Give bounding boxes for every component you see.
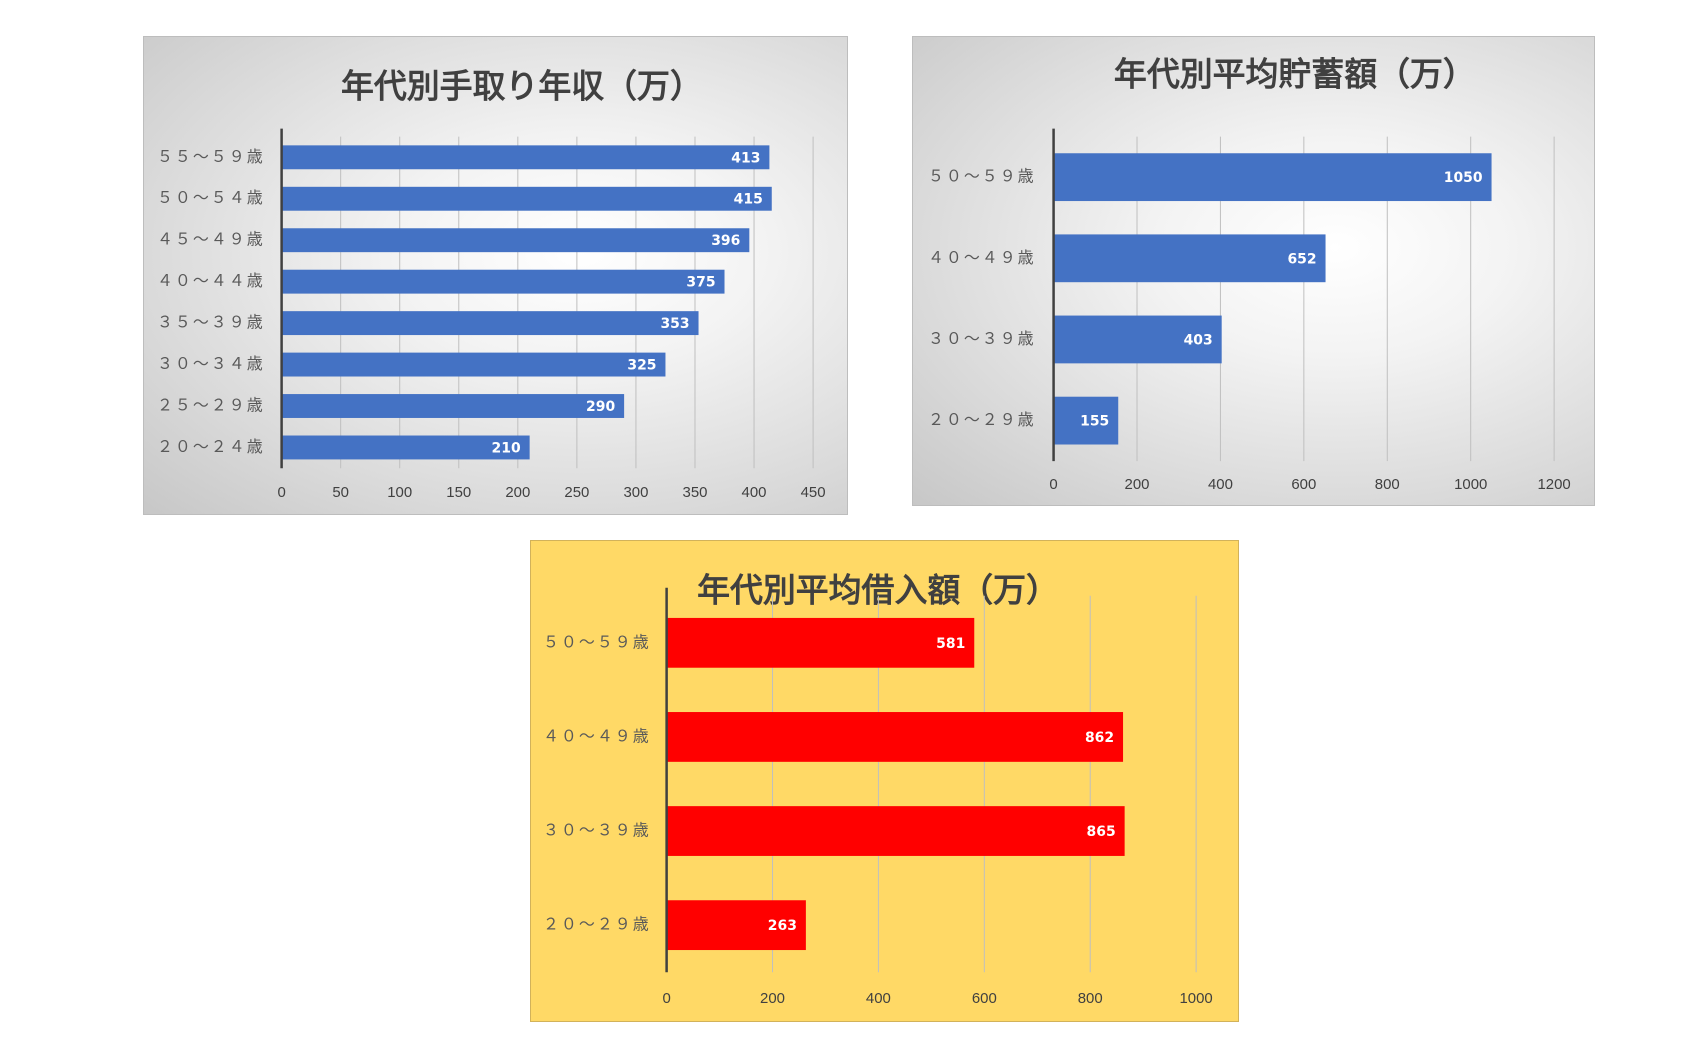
income-category-label: ３５～３９歳 bbox=[157, 313, 265, 332]
savings-category-label: ４０～４９歳 bbox=[928, 248, 1036, 267]
debt-category-label: ３０～３９歳 bbox=[543, 821, 651, 840]
debt-category-label: ２０～２９歳 bbox=[543, 915, 651, 934]
income-category-label: ５５～５９歳 bbox=[157, 147, 265, 166]
savings-category-label: ５０～５９歳 bbox=[928, 167, 1036, 186]
income-x-tick-label: 350 bbox=[683, 484, 708, 501]
debt-data-label: 865 bbox=[1087, 824, 1116, 840]
income-data-label: 290 bbox=[586, 399, 615, 415]
income-x-tick-label: 300 bbox=[623, 484, 648, 501]
income-data-label: 375 bbox=[686, 275, 715, 291]
debt-category-label: ４０～４９歳 bbox=[543, 726, 651, 745]
income-x-tick-label: 200 bbox=[505, 484, 530, 501]
savings-chart-svg: 年代別平均貯蓄額（万） 0 200 400 600 800 1000 1200 ５０～５９歳 10… bbox=[928, 54, 1571, 493]
income-bar bbox=[281, 435, 530, 460]
income-category-label: ２５～２９歳 bbox=[157, 396, 265, 415]
savings-x-tick-label: 1000 bbox=[1454, 476, 1487, 493]
income-x-tick-label: 450 bbox=[801, 484, 826, 501]
debt-bar bbox=[666, 712, 1124, 762]
savings-data-label: 155 bbox=[1080, 414, 1109, 430]
income-bar bbox=[281, 394, 625, 418]
income-x-tick-label: 150 bbox=[446, 484, 471, 501]
income-bar bbox=[281, 311, 699, 336]
debt-chart: 年代別平均借入額（万） 0 200 400 600 800 1000 ５０～５９歳 581 ４０～… bbox=[530, 540, 1239, 1022]
income-bar bbox=[281, 352, 666, 377]
income-category-label: ４０～４４歳 bbox=[157, 271, 265, 290]
income-chart: 年代別手取り年収（万） 0 50 100 150 200 250 300 350 400 450 ５５… bbox=[143, 36, 848, 515]
income-category-label: ４５～４９歳 bbox=[157, 230, 265, 249]
income-data-label: 415 bbox=[734, 192, 763, 208]
debt-x-tick-label: 400 bbox=[866, 990, 891, 1007]
debt-x-tick-label: 600 bbox=[972, 990, 997, 1007]
income-bar bbox=[281, 228, 750, 253]
income-category-label: ３０～３４歳 bbox=[157, 354, 265, 373]
debt-bar bbox=[666, 617, 975, 668]
debt-data-label: 263 bbox=[768, 918, 797, 934]
savings-x-tick-label: 0 bbox=[1049, 476, 1057, 493]
debt-category-label: ５０～５９歳 bbox=[543, 632, 651, 651]
income-data-label: 413 bbox=[731, 150, 760, 166]
income-x-tick-label: 250 bbox=[564, 484, 589, 501]
debt-x-tick-label: 1000 bbox=[1179, 990, 1212, 1007]
income-chart-svg: 年代別手取り年収（万） 0 50 100 150 200 250 300 350 400 450 ５５… bbox=[157, 66, 826, 501]
income-bar bbox=[281, 145, 770, 170]
debt-x-tick-label: 200 bbox=[760, 990, 785, 1007]
savings-chart: 年代別平均貯蓄額（万） 0 200 400 600 800 1000 1200 ５０～５９歳 10… bbox=[912, 36, 1595, 506]
income-x-tick-label: 50 bbox=[332, 484, 349, 501]
income-data-label: 353 bbox=[660, 316, 689, 332]
debt-x-tick-label: 800 bbox=[1078, 990, 1103, 1007]
income-category-label: ５０～５４歳 bbox=[157, 188, 265, 207]
income-chart-title: 年代別手取り年収（万） bbox=[341, 66, 703, 105]
savings-category-label: ３０～３９歳 bbox=[928, 329, 1036, 348]
income-category-label: ２０～２４歳 bbox=[157, 437, 265, 456]
savings-data-label: 1050 bbox=[1444, 170, 1483, 186]
savings-x-tick-label: 800 bbox=[1375, 476, 1400, 493]
income-bar bbox=[281, 269, 725, 294]
income-data-label: 210 bbox=[492, 440, 521, 456]
income-x-tick-label: 100 bbox=[387, 484, 412, 501]
savings-x-tick-label: 200 bbox=[1125, 476, 1150, 493]
income-data-label: 325 bbox=[627, 358, 656, 374]
debt-bar bbox=[666, 806, 1125, 856]
debt-bar bbox=[666, 900, 806, 951]
savings-bar bbox=[1053, 315, 1222, 364]
savings-x-tick-label: 400 bbox=[1208, 476, 1233, 493]
savings-category-label: ２０～２９歳 bbox=[928, 410, 1036, 429]
income-x-tick-label: 400 bbox=[742, 484, 767, 501]
savings-data-label: 403 bbox=[1184, 332, 1213, 348]
income-data-label: 396 bbox=[711, 233, 740, 249]
income-x-tick-label: 0 bbox=[277, 484, 285, 501]
savings-data-label: 652 bbox=[1287, 251, 1316, 267]
income-bar bbox=[281, 186, 772, 211]
savings-x-tick-label: 600 bbox=[1291, 476, 1316, 493]
savings-chart-title: 年代別平均貯蓄額（万） bbox=[1114, 54, 1476, 93]
savings-bar bbox=[1053, 153, 1492, 202]
savings-x-tick-label: 1200 bbox=[1537, 476, 1570, 493]
debt-x-tick-label: 0 bbox=[662, 990, 670, 1007]
debt-data-label: 862 bbox=[1085, 730, 1114, 746]
savings-bar bbox=[1053, 396, 1119, 445]
savings-bar bbox=[1053, 234, 1326, 283]
debt-data-label: 581 bbox=[936, 636, 965, 652]
